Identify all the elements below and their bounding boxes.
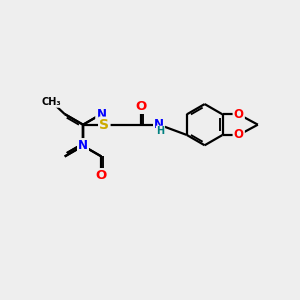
Text: N: N: [154, 118, 164, 131]
Text: O: O: [96, 169, 107, 182]
Text: CH₃: CH₃: [42, 97, 61, 107]
Text: O: O: [234, 108, 244, 121]
Text: O: O: [234, 128, 244, 142]
Text: N: N: [78, 140, 88, 152]
Text: CH₃: CH₃: [42, 97, 61, 107]
Text: N: N: [96, 108, 106, 121]
Text: O: O: [96, 169, 107, 182]
Text: O: O: [234, 128, 244, 142]
Text: S: S: [99, 118, 109, 132]
Text: N: N: [96, 108, 106, 121]
Text: N: N: [78, 140, 88, 152]
Text: N: N: [78, 140, 88, 152]
Text: N: N: [154, 118, 164, 131]
Text: H: H: [156, 126, 165, 136]
Text: N: N: [78, 140, 88, 152]
Text: O: O: [135, 100, 146, 113]
Text: O: O: [234, 108, 244, 121]
Text: H: H: [156, 126, 165, 136]
Text: O: O: [135, 100, 146, 113]
Text: S: S: [99, 118, 109, 132]
